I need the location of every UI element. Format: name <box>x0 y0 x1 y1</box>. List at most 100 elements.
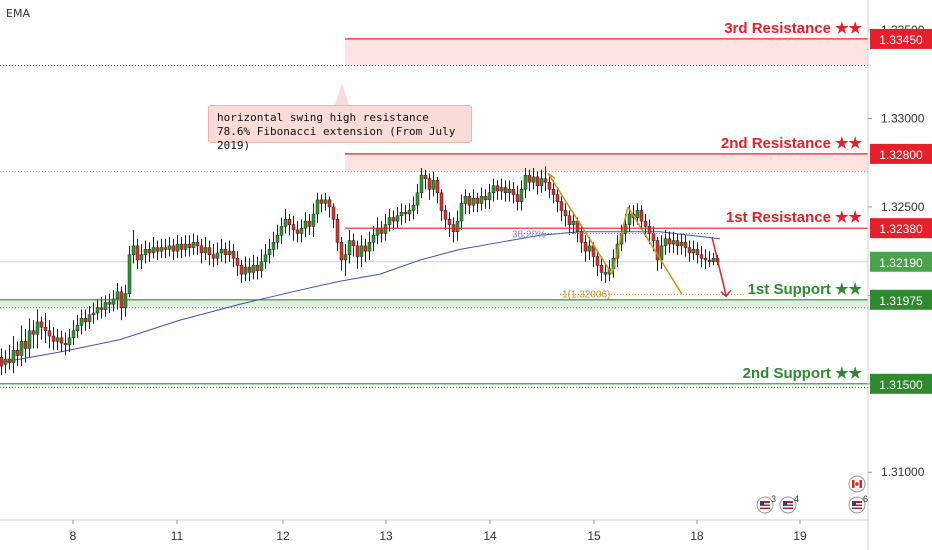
candle <box>419 168 424 199</box>
candle-body <box>291 224 296 231</box>
y-tick-label: 1.31000 <box>881 465 925 479</box>
us-flag-icon <box>760 501 770 509</box>
level-label: 1st Resistance ★★ <box>726 209 863 226</box>
price-badge-bg <box>870 28 932 49</box>
candle <box>355 240 360 269</box>
candle-body <box>503 187 508 194</box>
candle <box>255 256 260 280</box>
candle-body <box>35 321 40 335</box>
fib-leg-1 <box>547 172 613 275</box>
candle-body <box>595 256 600 266</box>
candle-body <box>695 249 700 255</box>
candle <box>535 171 540 195</box>
candle-body <box>627 213 632 225</box>
candle <box>191 233 196 255</box>
candle-body <box>351 240 356 247</box>
candle-body <box>559 201 564 211</box>
candle-body <box>311 213 316 227</box>
candle-body <box>599 265 604 273</box>
y-tick-label: 1.33000 <box>881 112 925 126</box>
candle <box>307 214 312 236</box>
candle <box>175 235 180 259</box>
candle-body <box>623 224 628 234</box>
candle <box>551 180 556 204</box>
price-badge: 1.31500 <box>870 373 932 394</box>
candle <box>455 210 460 241</box>
candle <box>531 168 536 190</box>
fib-extension-label: 1(1.32006) <box>562 289 610 300</box>
candle-body <box>479 196 484 204</box>
candle-body <box>139 254 144 261</box>
candle <box>167 237 172 257</box>
candle <box>107 293 112 314</box>
candle-body <box>567 215 572 225</box>
candle-body <box>43 326 48 331</box>
candle <box>251 254 256 280</box>
canada-flag-band <box>852 480 855 488</box>
price-badge-text: 1.32800 <box>879 148 923 162</box>
candle <box>603 263 608 283</box>
candle <box>447 212 452 238</box>
indicator-label[interactable]: EMA <box>6 7 30 20</box>
candle-body <box>331 206 336 220</box>
candle <box>527 169 532 192</box>
candle <box>459 194 464 230</box>
candle <box>371 226 376 252</box>
candle-body <box>491 185 496 194</box>
candle-body <box>63 342 68 346</box>
candle-body <box>215 252 220 259</box>
x-tick-label: 12 <box>276 529 290 543</box>
callout-pointer <box>335 83 349 105</box>
candle <box>443 205 448 230</box>
candle-body <box>403 211 408 215</box>
candle-body <box>243 266 248 275</box>
candle-body <box>131 245 136 255</box>
candle <box>171 238 176 260</box>
candle <box>219 238 224 262</box>
candle <box>263 244 268 269</box>
candle-body <box>303 220 308 229</box>
candle-body <box>395 215 400 222</box>
candle-body <box>375 227 380 236</box>
candle <box>695 242 700 264</box>
candle-body <box>115 291 120 300</box>
candle <box>367 231 372 260</box>
candle-body <box>39 321 44 328</box>
candle-body <box>99 307 104 310</box>
canada-flag-band <box>859 480 862 488</box>
price-badge-text: 1.32380 <box>879 222 923 236</box>
candle <box>123 284 128 317</box>
candle-body <box>635 210 640 218</box>
candle <box>663 229 668 255</box>
candle-body <box>711 257 716 263</box>
candle <box>339 237 344 271</box>
candle-body <box>299 227 304 234</box>
candle <box>579 226 584 253</box>
candle-body <box>123 293 128 309</box>
candle-body <box>307 220 312 227</box>
candle-body <box>467 196 472 206</box>
candle <box>395 206 400 229</box>
candle-body <box>531 176 536 183</box>
candle <box>15 341 20 367</box>
price-badge: 1.31975 <box>870 289 932 310</box>
candle-body <box>547 181 552 190</box>
candle-body <box>587 245 592 252</box>
candle <box>75 314 80 338</box>
fibonacci-drawings: 38.20% 1(1.32006) <box>512 172 745 300</box>
level-label: 3rd Resistance ★★ <box>724 20 862 37</box>
candle-body <box>247 266 252 273</box>
level-label: 1st Support ★★ <box>748 281 863 298</box>
candle <box>491 178 496 202</box>
candle-body <box>107 302 112 305</box>
candle <box>375 217 380 245</box>
candle-body <box>295 229 300 234</box>
candle <box>515 185 520 211</box>
candle <box>487 183 492 209</box>
candle-body <box>23 341 28 349</box>
candle-body <box>691 249 696 254</box>
candle <box>131 229 136 264</box>
candle-body <box>423 174 428 179</box>
level-zones <box>0 38 868 388</box>
